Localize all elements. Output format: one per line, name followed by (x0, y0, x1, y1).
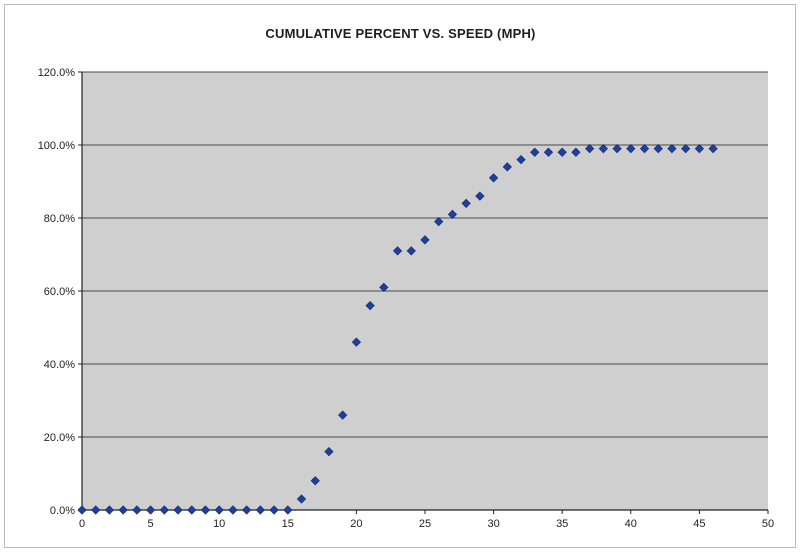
data-point-40 (626, 144, 636, 154)
y-tick-label-3: 60.0% (44, 286, 75, 298)
y-tick-label-2: 40.0% (44, 359, 75, 371)
x-tick-label-7: 35 (556, 518, 568, 530)
x-tick-label-3: 15 (282, 518, 294, 530)
y-tick-label-6: 120.0% (38, 67, 76, 79)
chart-title: CUMULATIVE PERCENT VS. SPEED (MPH) (265, 26, 536, 41)
data-point-14 (269, 505, 279, 515)
data-point-37 (585, 144, 595, 154)
data-point-41 (639, 144, 650, 154)
x-tick-label-0: 0 (79, 518, 85, 530)
data-point-20 (351, 337, 362, 347)
data-point-8 (187, 505, 197, 515)
data-point-35 (557, 147, 567, 157)
data-point-5 (145, 505, 156, 515)
data-point-18 (324, 446, 334, 457)
x-tick-label-9: 45 (693, 518, 705, 530)
data-point-32 (516, 154, 526, 165)
data-point-45 (694, 144, 705, 154)
data-point-23 (392, 246, 403, 256)
y-tick-label-5: 100.0% (38, 140, 76, 152)
data-point-44 (681, 144, 691, 154)
data-point-38 (598, 144, 608, 154)
data-point-22 (379, 282, 389, 292)
data-point-46 (708, 144, 718, 154)
x-tick-label-1: 5 (148, 518, 154, 530)
data-point-33 (530, 147, 540, 157)
x-tick-label-8: 40 (625, 518, 637, 530)
x-tick-label-6: 30 (487, 518, 499, 530)
y-tick-label-4: 80.0% (44, 213, 75, 225)
data-point-6 (159, 505, 169, 515)
data-point-9 (200, 505, 211, 515)
data-point-0 (77, 505, 87, 515)
data-point-10 (214, 505, 224, 515)
data-point-27 (447, 209, 458, 219)
data-point-29 (475, 191, 485, 201)
data-point-1 (91, 505, 101, 515)
data-point-39 (612, 144, 622, 154)
data-point-11 (228, 505, 238, 515)
data-point-7 (173, 505, 183, 515)
data-point-31 (502, 162, 512, 172)
x-tick-label-5: 25 (419, 518, 431, 530)
data-point-30 (488, 173, 499, 183)
data-point-25 (420, 235, 430, 245)
y-tick-label-0: 0.0% (50, 505, 75, 517)
y-tick-label-1: 20.0% (44, 432, 75, 444)
data-point-43 (667, 144, 677, 154)
data-point-42 (653, 144, 663, 154)
data-point-24 (406, 246, 416, 256)
data-point-34 (543, 147, 554, 157)
data-point-4 (132, 505, 142, 515)
data-point-13 (255, 505, 265, 515)
data-point-12 (242, 505, 252, 515)
x-tick-label-4: 20 (350, 518, 362, 530)
data-point-26 (434, 217, 444, 227)
data-point-28 (461, 198, 471, 209)
data-point-16 (296, 494, 307, 504)
x-tick-label-10: 50 (762, 518, 774, 530)
data-point-19 (338, 410, 348, 420)
x-tick-label-2: 10 (213, 518, 225, 530)
data-point-15 (283, 505, 293, 515)
data-point-21 (365, 300, 375, 311)
data-point-17 (310, 476, 320, 486)
data-point-36 (571, 147, 581, 157)
data-point-3 (118, 505, 128, 515)
data-point-2 (104, 505, 115, 515)
